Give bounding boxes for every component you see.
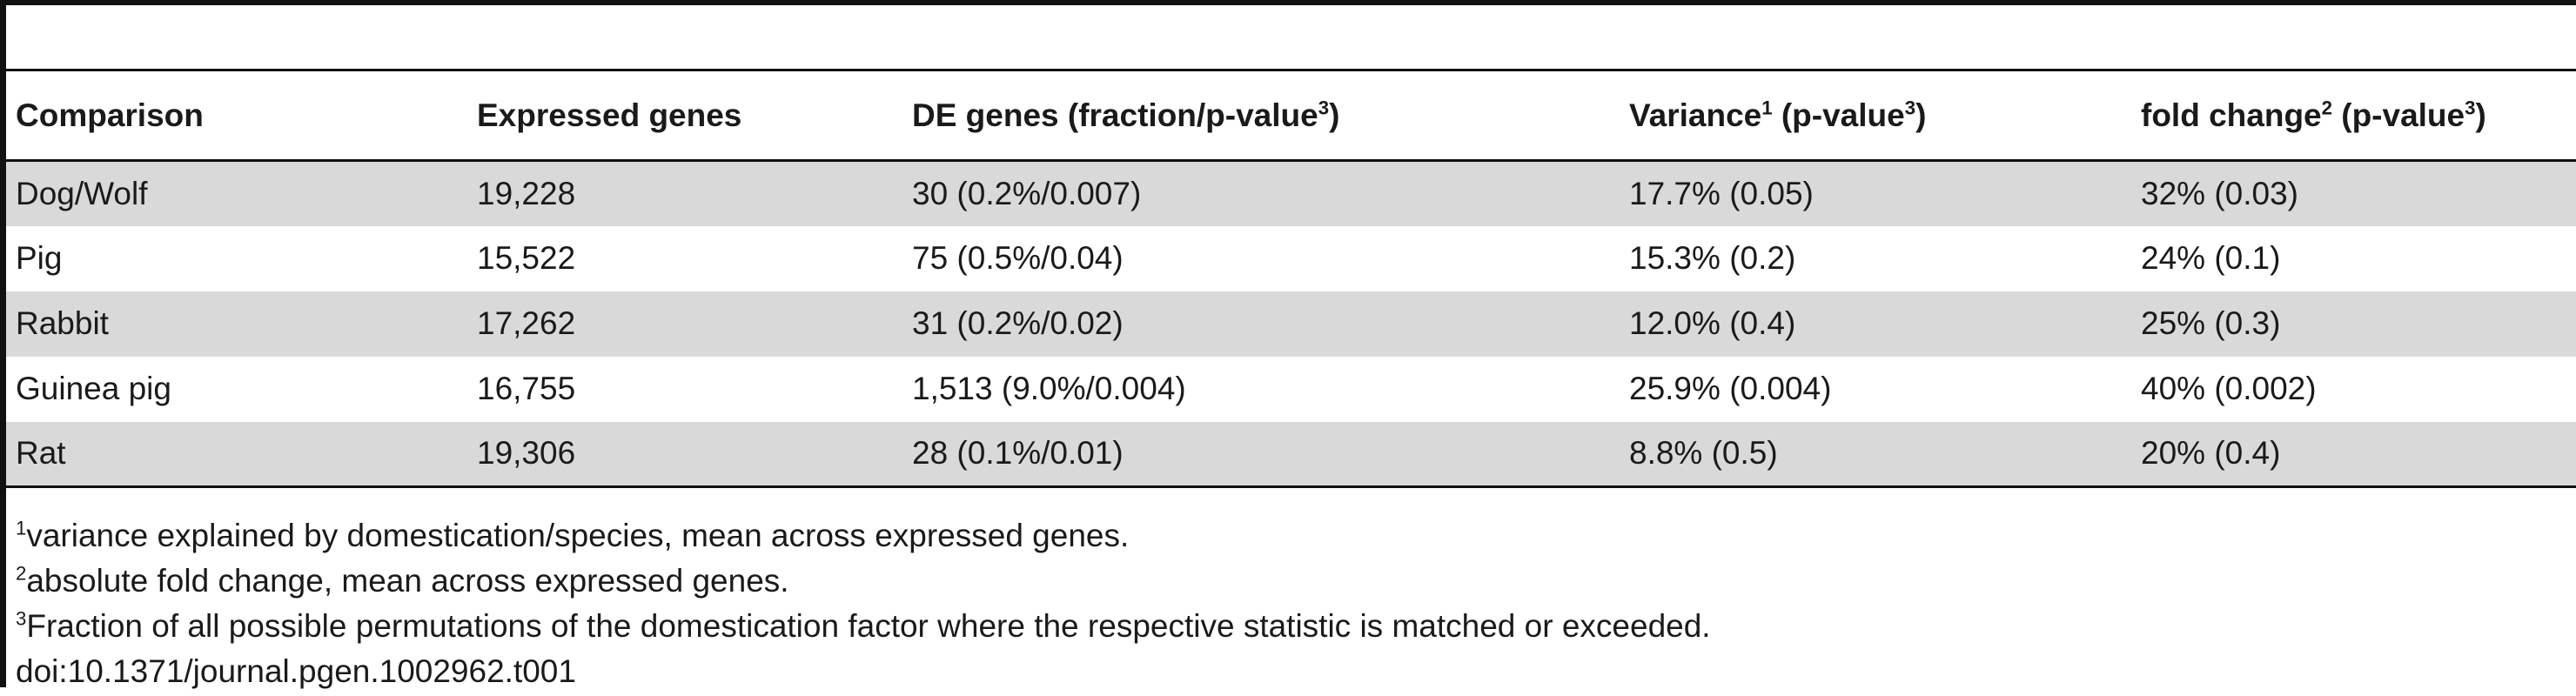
cell-comparison: Rat: [16, 435, 66, 472]
gene-expression-table: Comparison Expressed genes DE genes (fra…: [6, 69, 2576, 488]
cell-expressed-genes: 15,522: [477, 240, 576, 276]
cell-expressed-genes: 19,306: [477, 435, 576, 472]
header-fold-change: fold change2 (p-value3): [2141, 97, 2486, 133]
footnote-2: 2absolute fold change, mean across expre…: [16, 562, 789, 599]
table-row: Rabbit 17,262 31 (0.2%/0.02) 12.0% (0.4)…: [6, 291, 2576, 357]
header-comparison: Comparison: [16, 97, 204, 133]
header-variance: Variance1 (p-value3): [1629, 97, 1927, 133]
cell-comparison: Guinea pig: [16, 371, 171, 406]
cell-variance: 8.8% (0.5): [1629, 435, 1778, 472]
cell-de-genes: 31 (0.2%/0.02): [912, 305, 1124, 341]
cell-comparison: Rabbit: [16, 305, 109, 341]
table-row: Guinea pig 16,755 1,513 (9.0%/0.004) 25.…: [6, 357, 2576, 422]
table-row: Dog/Wolf 19,228 30 (0.2%/0.007) 17.7% (0…: [6, 160, 2576, 226]
table-row: Pig 15,522 75 (0.5%/0.04) 15.3% (0.2) 24…: [6, 226, 2576, 291]
header-de-genes: DE genes (fraction/p-value3): [912, 97, 1340, 133]
cell-variance: 12.0% (0.4): [1629, 305, 1796, 341]
doi-text: doi:10.1371/journal.pgen.1002962.t001: [16, 653, 576, 689]
cell-de-genes: 75 (0.5%/0.04): [912, 240, 1124, 276]
cell-variance: 25.9% (0.004): [1629, 371, 1832, 406]
table-row: Rat 19,306 28 (0.1%/0.01) 8.8% (0.5) 20%…: [6, 421, 2576, 487]
table-header-row: Comparison Expressed genes DE genes (fra…: [6, 70, 2576, 161]
footnote-1: 1variance explained by domestication/spe…: [16, 517, 1130, 553]
cell-expressed-genes: 19,228: [477, 175, 576, 211]
top-border-rule: [6, 0, 2576, 5]
cell-variance: 15.3% (0.2): [1629, 240, 1796, 276]
data-table-container: Comparison Expressed genes DE genes (fra…: [6, 69, 2576, 488]
cell-fold-change: 40% (0.002): [2141, 371, 2317, 406]
header-expressed-genes: Expressed genes: [477, 97, 742, 133]
cell-fold-change: 24% (0.1): [2141, 240, 2281, 276]
cell-fold-change: 20% (0.4): [2141, 435, 2281, 472]
table-footnotes: 1variance explained by domestication/spe…: [16, 513, 1711, 694]
cell-comparison: Dog/Wolf: [16, 175, 148, 211]
cell-de-genes: 28 (0.1%/0.01): [912, 435, 1124, 472]
cell-variance: 17.7% (0.05): [1629, 175, 1814, 211]
cell-expressed-genes: 16,755: [477, 371, 576, 406]
cell-de-genes: 1,513 (9.0%/0.004): [912, 371, 1186, 406]
footnote-3: 3Fraction of all possible permutations o…: [16, 607, 1711, 644]
cell-de-genes: 30 (0.2%/0.007): [912, 175, 1142, 211]
cell-fold-change: 32% (0.03): [2141, 175, 2298, 211]
cell-comparison: Pig: [16, 240, 63, 276]
left-border-rule: [0, 0, 6, 687]
cell-expressed-genes: 17,262: [477, 305, 576, 341]
cell-fold-change: 25% (0.3): [2141, 305, 2281, 341]
